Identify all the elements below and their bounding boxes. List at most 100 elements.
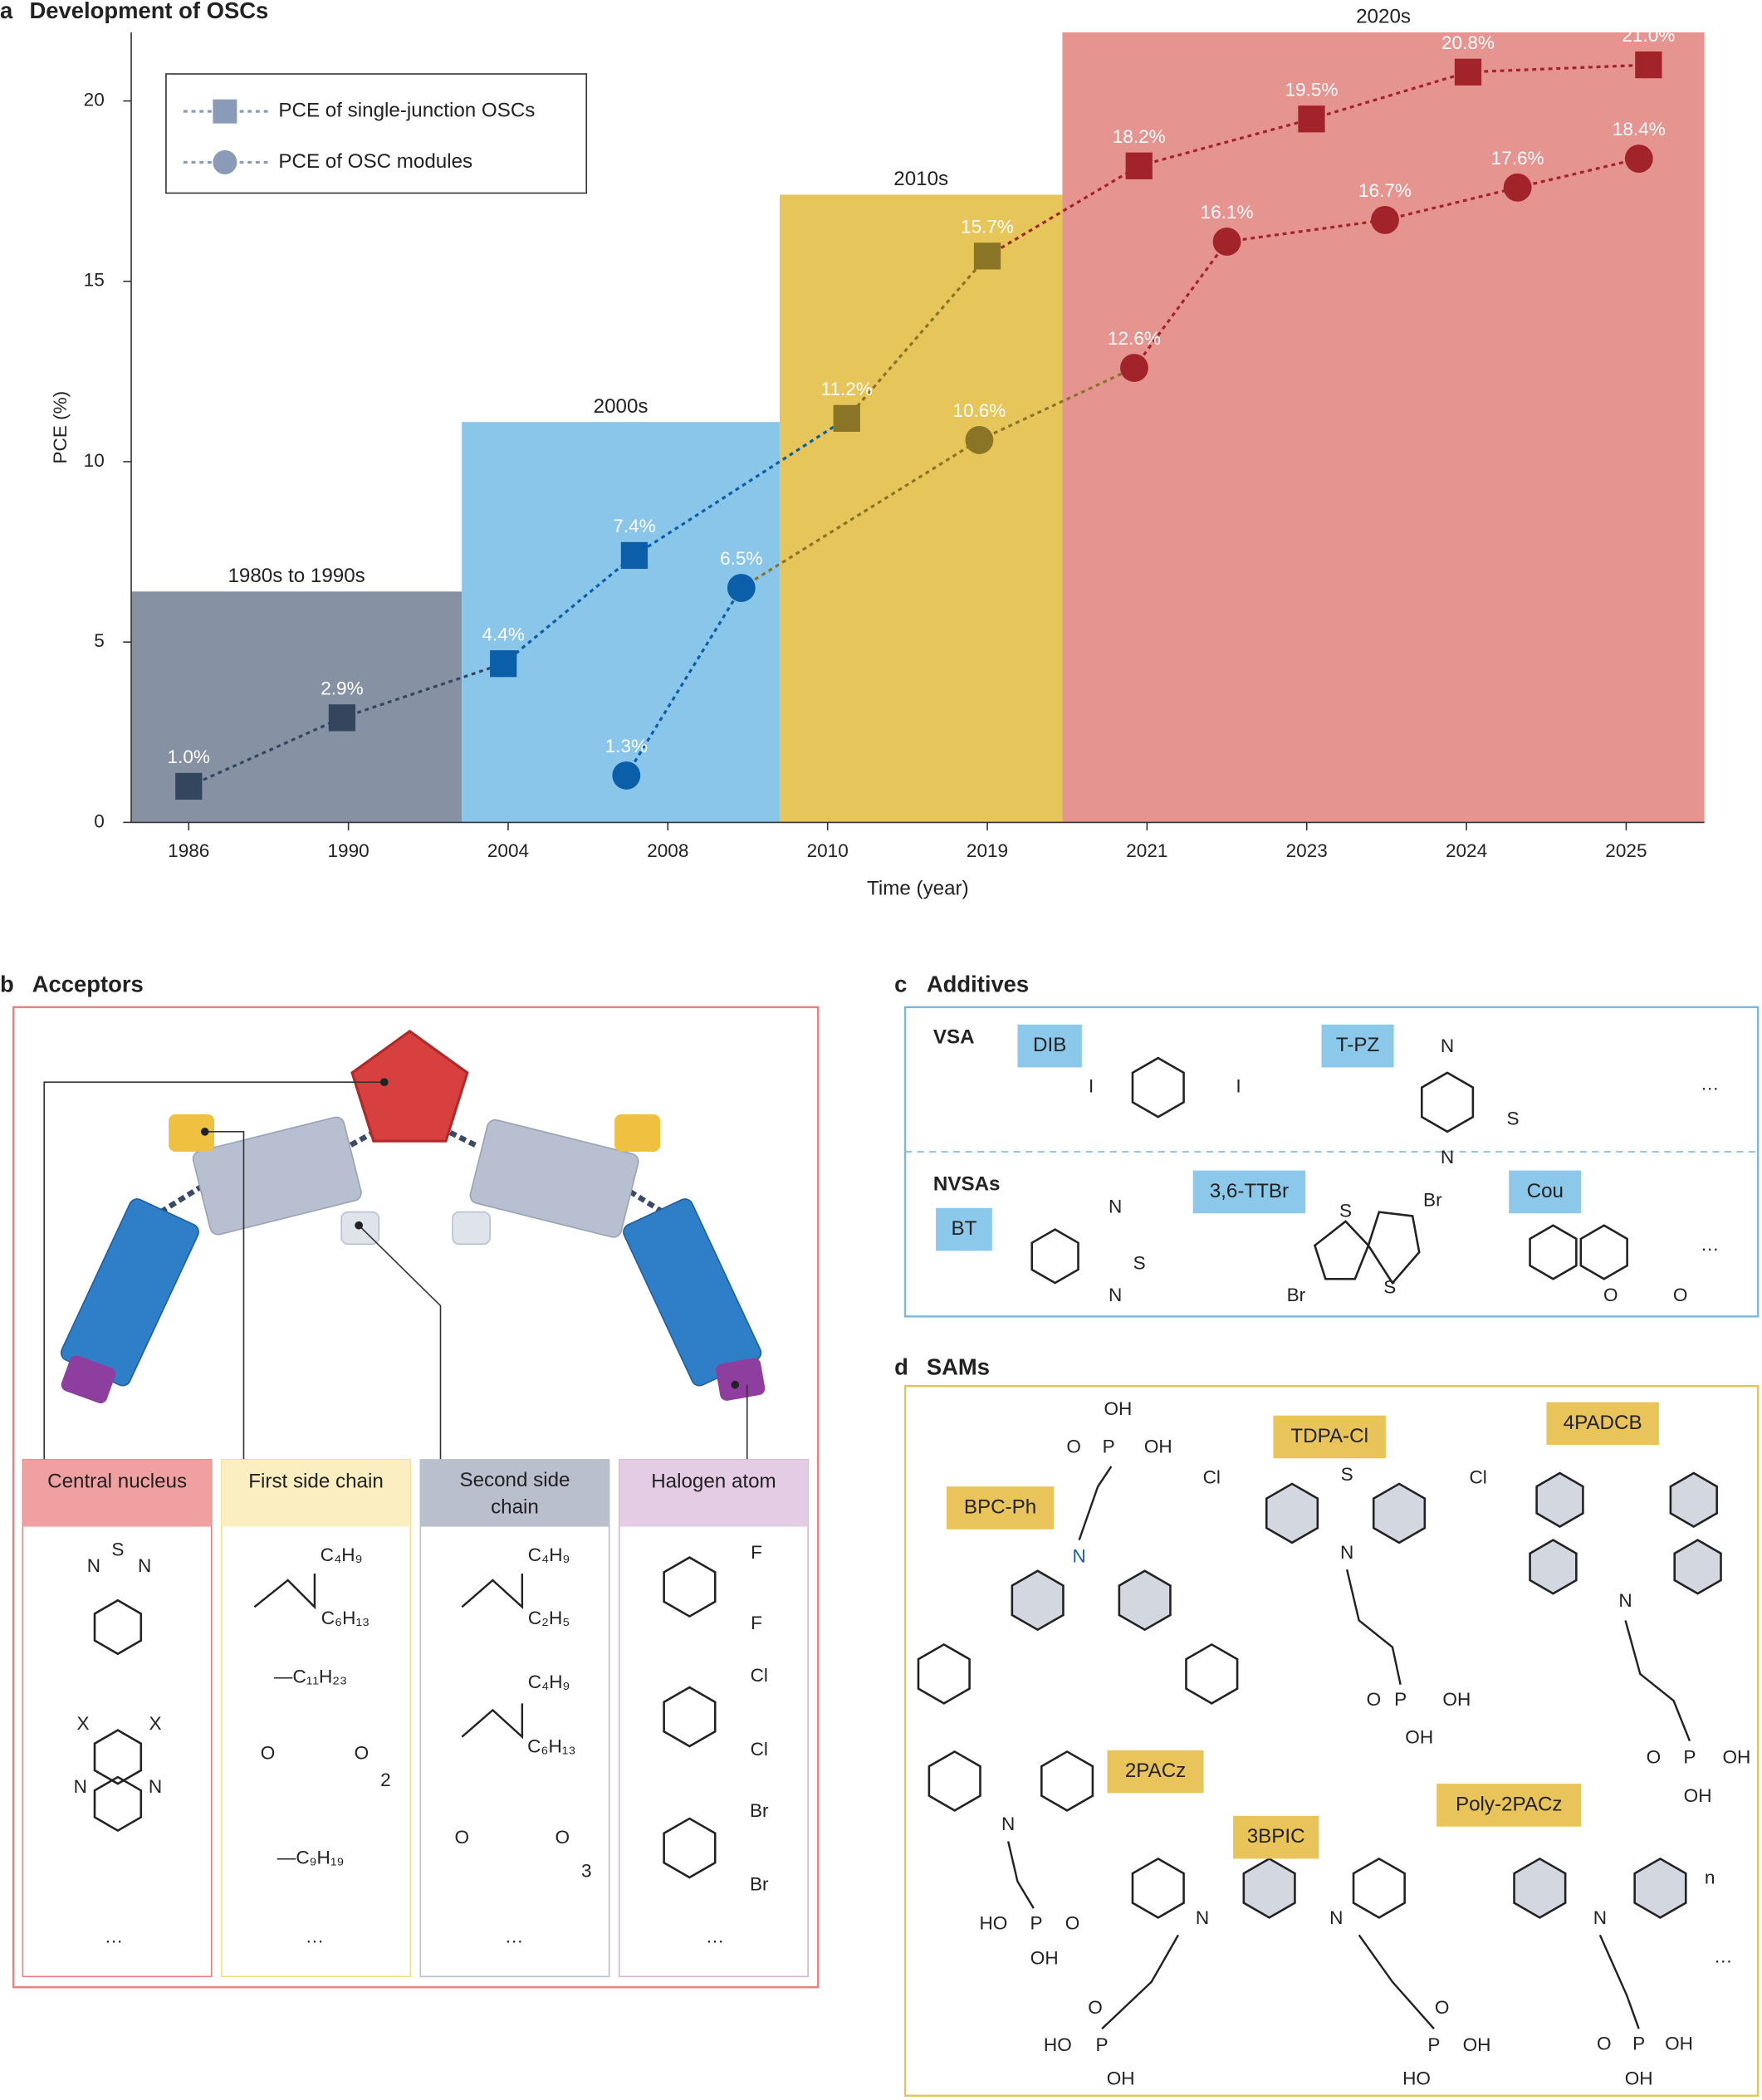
ring (1529, 1224, 1578, 1280)
ring (93, 1598, 143, 1656)
atom-label: N (1618, 1590, 1632, 1611)
atom-label: N (74, 1776, 87, 1797)
line-segment (1138, 117, 1312, 168)
column-body (221, 1459, 412, 1978)
ring (1118, 1569, 1172, 1632)
y-tick-label: 10 (84, 450, 105, 471)
atom-label: O (1367, 1689, 1382, 1710)
data-point (1125, 152, 1153, 179)
legend (165, 73, 588, 194)
x-tick-label: 2025 (1605, 840, 1647, 861)
atom-label: S (1133, 1252, 1146, 1273)
data-label: 11.2% (821, 379, 873, 399)
atom-label: HO (980, 1912, 1008, 1933)
ring (1030, 1228, 1079, 1285)
data-label: 20.8% (1441, 32, 1495, 53)
atom-label: C₆H₁₃ (321, 1608, 370, 1628)
atom-label: OH (1442, 1689, 1471, 1710)
atom-label: O (1673, 1285, 1688, 1305)
bond (1624, 1620, 1691, 1741)
ring (1633, 1857, 1687, 1919)
data-point (1635, 51, 1662, 79)
compound-label: TDPA-Cl (1290, 1425, 1368, 1447)
atom-label: P (1096, 2034, 1109, 2055)
panel-frame (903, 1385, 1760, 2098)
ring (917, 1642, 971, 1705)
data-label: 19.5% (1285, 79, 1338, 100)
atom-label: N (1329, 1907, 1343, 1928)
data-point (1120, 354, 1148, 382)
atom-label: C₆H₁₃ (527, 1736, 576, 1757)
line-segment (1384, 186, 1518, 222)
atom-label: X (149, 1713, 162, 1734)
column-body (22, 1459, 213, 1978)
data-point (175, 772, 203, 800)
ring (1265, 1482, 1319, 1544)
atom-label: N (1593, 1907, 1607, 1928)
line-segment (986, 164, 1140, 257)
atom-label: OH (1144, 1436, 1172, 1456)
compound-label: 3BPIC (1247, 1825, 1305, 1848)
atom-label: Br (1423, 1190, 1442, 1211)
era-band (462, 422, 780, 823)
label-box (1233, 1815, 1319, 1859)
data-label: 1.3% (605, 736, 648, 756)
label-box (1192, 1170, 1306, 1214)
data-label: 18.2% (1113, 126, 1166, 147)
ring (1313, 1220, 1370, 1280)
atom-label: F (751, 1542, 762, 1563)
compound-label: 3,6-TTBr (1210, 1180, 1289, 1202)
atom-label: N (1340, 1542, 1353, 1563)
ring (927, 1750, 981, 1812)
atom-label: P (1103, 1436, 1115, 1456)
compound-label: 2PACz (1125, 1760, 1186, 1782)
atom-label: P (1030, 1912, 1043, 1933)
atom-label: O (1435, 1997, 1450, 2018)
era-label: 1980s to 1990s (228, 565, 365, 587)
data-point (490, 650, 517, 678)
era-label: 2020s (1356, 6, 1411, 28)
era-label: 2000s (594, 395, 649, 418)
line-segment (740, 438, 981, 590)
ring (1529, 1539, 1578, 1595)
atom-label: N (1001, 1814, 1015, 1834)
ring (663, 1556, 717, 1618)
ring (663, 1686, 717, 1748)
panel-label: c (894, 971, 907, 996)
panel-frame (12, 1006, 820, 1989)
atom-label: S (1341, 1464, 1353, 1485)
atom-label: N (138, 1555, 151, 1576)
bond (1101, 1934, 1180, 2030)
ring (1673, 1539, 1722, 1595)
data-label: 6.5% (720, 548, 762, 569)
label-box (1107, 1750, 1204, 1794)
data-label: 10.6% (952, 400, 1006, 421)
data-point (1454, 58, 1482, 86)
column-title: Second side (459, 1469, 570, 1491)
atom-label: P (1394, 1689, 1407, 1710)
data-label: 12.6% (1108, 328, 1161, 349)
atom-label: OH (1463, 2034, 1491, 2055)
data-point (727, 574, 756, 602)
atom-label: O (1066, 1436, 1081, 1456)
atom-label: P (1427, 2034, 1440, 2055)
acceptor-cartoon (43, 1029, 766, 1460)
atom-label: … (505, 1926, 524, 1947)
x-axis-title: Time (year) (867, 877, 969, 899)
atom-label: —C₉H₁₉ (277, 1847, 345, 1867)
y-tick-label: 0 (94, 810, 105, 831)
atom-label: Cl (1470, 1466, 1487, 1487)
ring (1372, 1482, 1427, 1544)
atom-label: I (1236, 1076, 1241, 1097)
y-tick-label: 20 (84, 90, 105, 110)
line-segment (634, 417, 848, 557)
column-header (619, 1459, 809, 1527)
data-point (1212, 228, 1241, 256)
ring (93, 1775, 143, 1833)
legend-label: PCE of OSC modules (278, 150, 472, 173)
atom-label: O (1647, 1746, 1662, 1767)
column-header (221, 1459, 411, 1527)
era-label: 2010s (893, 168, 948, 190)
column-title: First side chain (248, 1471, 384, 1493)
bond (461, 1703, 524, 1740)
